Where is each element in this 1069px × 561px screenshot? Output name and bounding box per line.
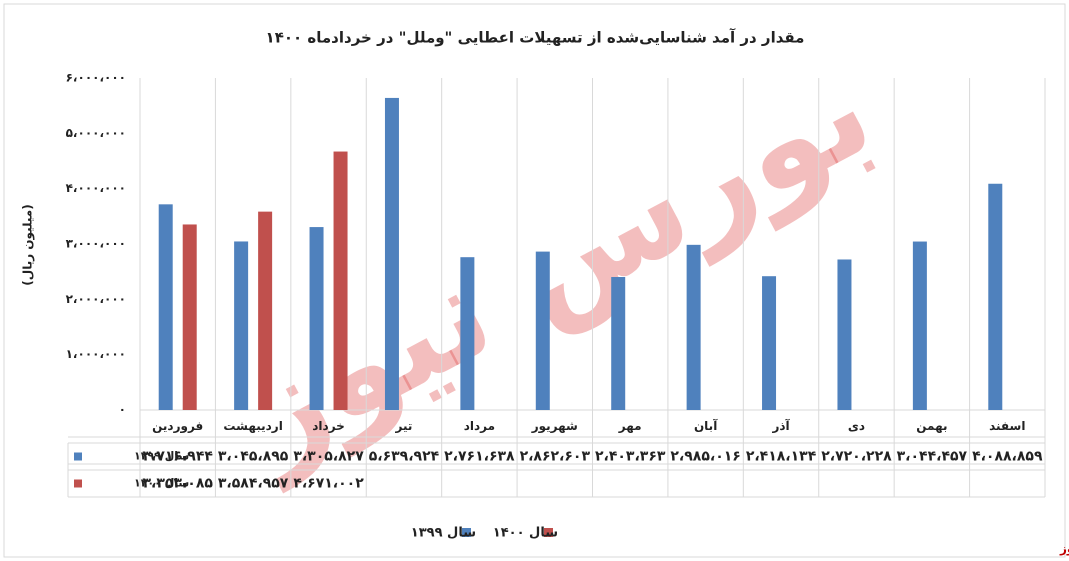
bar <box>258 211 273 410</box>
bar <box>762 276 777 410</box>
y-tick-label: ۱،۰۰۰،۰۰۰ <box>66 347 126 361</box>
bar <box>535 251 550 410</box>
value-label: ۵،۶۳۹،۹۲۴ <box>369 449 440 465</box>
x-tick-label: اسفند <box>989 419 1025 433</box>
x-tick-label: مهر <box>618 419 642 433</box>
value-label: ۴،۶۷۱،۰۰۲ <box>293 476 364 492</box>
x-tick-label: فروردین <box>152 419 203 434</box>
value-label: ۳،۰۴۵،۸۹۵ <box>218 449 289 465</box>
y-tick-label: ۴،۰۰۰،۰۰۰ <box>66 181 126 195</box>
value-label: ۲،۴۱۸،۱۳۴ <box>746 449 817 465</box>
value-label: ۲،۷۶۱،۶۳۸ <box>444 449 515 465</box>
bar <box>611 277 626 410</box>
x-tick-label: خرداد <box>312 419 345 433</box>
bar <box>912 241 927 410</box>
bar <box>384 97 399 411</box>
value-label: ۳،۳۵۳،۰۸۵ <box>142 476 213 492</box>
value-label: ۳،۵۸۴،۹۵۷ <box>218 476 289 492</box>
chart-frame <box>3 3 1066 558</box>
bar <box>234 241 249 410</box>
legend-swatch <box>462 528 471 537</box>
x-tick-label: بهمن <box>916 419 947 433</box>
x-tick-label: شهریور <box>531 419 578 434</box>
legend-swatch <box>74 452 82 461</box>
value-label: ۲،۴۰۳،۳۶۳ <box>595 449 666 465</box>
y-tick-label: ۲،۰۰۰،۰۰۰ <box>66 292 126 306</box>
legend-label: سال ۱۴۰۰ <box>493 526 558 541</box>
x-tick-label: آبان <box>694 418 718 433</box>
source: بورس نیوز <box>1059 542 1069 557</box>
legend-label: سال ۱۴۰۰ <box>134 477 189 490</box>
y-axis-label: (میلیون ریال) <box>21 204 36 285</box>
value-label: ۳،۷۱۶،۹۴۴ <box>142 449 213 465</box>
y-tick-label: ۰ <box>119 403 126 417</box>
value-label: ۲،۷۲۰،۲۲۸ <box>821 449 892 465</box>
bar <box>158 204 173 410</box>
bar <box>182 224 197 410</box>
bar <box>460 257 475 410</box>
x-tick-label: اردیبهشت <box>223 419 282 433</box>
value-label: ۲،۸۶۲،۶۰۳ <box>520 449 591 465</box>
legend-swatch <box>74 479 82 488</box>
bar <box>309 227 324 410</box>
legend-label: سال ۱۳۹۹ <box>411 526 476 541</box>
bar <box>686 244 701 410</box>
value-label: ۳،۳۰۵،۸۲۷ <box>293 449 364 465</box>
y-tick-label: ۳،۰۰۰،۰۰۰ <box>66 237 126 251</box>
y-tick-label: ۶،۰۰۰،۰۰۰ <box>66 71 126 85</box>
value-label: ۲،۹۸۵،۰۱۶ <box>670 449 740 465</box>
y-tick-label: ۵،۰۰۰،۰۰۰ <box>66 126 126 140</box>
x-tick-label: دی <box>848 419 865 433</box>
bar <box>333 151 348 410</box>
x-tick-label: مرداد <box>464 419 495 433</box>
value-label: ۴،۰۸۸،۸۵۹ <box>972 449 1043 465</box>
bar <box>837 259 852 410</box>
chart-title: مقدار در آمد شناسایی‌شده از تسهیلات اعطا… <box>266 29 805 47</box>
legend-swatch <box>544 528 553 537</box>
legend-label: سال ۱۳۹۹ <box>134 450 189 463</box>
x-tick-label: آذر <box>771 418 790 433</box>
x-tick-label: تیر <box>395 419 413 433</box>
value-label: ۳،۰۴۴،۴۵۷ <box>897 449 968 465</box>
bar <box>988 183 1003 410</box>
